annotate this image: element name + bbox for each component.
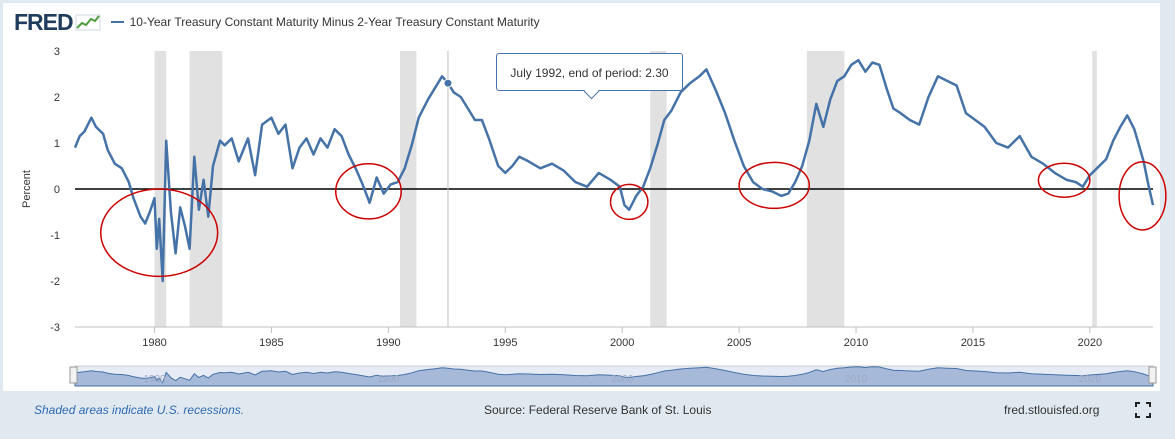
x-tick-label: 1980 — [142, 337, 166, 349]
hover-marker — [443, 78, 453, 88]
tooltip-label: July 1992, end of period: — [510, 66, 642, 80]
annotation-circle-2 — [609, 183, 649, 221]
x-tick-label: 1985 — [259, 337, 283, 349]
navigator-handle-left[interactable] — [69, 366, 78, 384]
annotation-circle-5 — [1118, 161, 1167, 231]
y-tick-label: 3 — [54, 46, 60, 58]
x-tick-label: 2015 — [961, 337, 985, 349]
chart-header: FRED 10-Year Treasury Constant Maturity … — [14, 8, 540, 36]
x-axis-ticks: 1980 1985 1990 1995 2000 2005 2010 2015 2020 — [142, 327, 1102, 349]
x-tick-label: 2010 — [844, 337, 868, 349]
tooltip-value: 2.30 — [645, 66, 669, 80]
x-tick-label: 2005 — [727, 337, 751, 349]
line-graph-icon — [75, 14, 101, 31]
x-tick-label: 1995 — [493, 337, 517, 349]
series-line[interactable] — [73, 58, 1155, 283]
y-axis-ticks: 3 2 1 0 -1 -2 -3 — [50, 46, 60, 334]
navigator-tick-label: 1980 — [143, 374, 166, 385]
legend-label: 10-Year Treasury Constant Maturity Minus… — [129, 15, 540, 29]
annotation-circle-1 — [334, 162, 402, 220]
navigator-area — [74, 366, 1154, 387]
site-link[interactable]: fred.stlouisfed.org — [1004, 403, 1100, 417]
legend-line-swatch — [110, 21, 124, 23]
y-tick-label: -2 — [50, 276, 60, 288]
fred-logo[interactable]: FRED — [14, 8, 74, 35]
y-tick-label: 1 — [54, 138, 60, 150]
navigator-tick-label: 2010 — [845, 374, 868, 385]
annotation-circle-3 — [738, 161, 811, 210]
y-tick-label: -3 — [50, 322, 60, 334]
x-tick-label: 2000 — [610, 337, 634, 349]
source-credit: Source: Federal Reserve Bank of St. Loui… — [484, 403, 712, 417]
annotation-circles — [99, 161, 1167, 278]
x-tick-label: 2020 — [1078, 337, 1102, 349]
tooltip: July 1992, end of period: 2.30 — [496, 53, 683, 91]
y-tick-label: 2 — [54, 92, 60, 104]
y-tick-label: 0 — [54, 184, 60, 196]
annotation-circle-4 — [1037, 162, 1091, 199]
annotation-circle-0 — [99, 188, 219, 278]
legend-item[interactable]: 10-Year Treasury Constant Maturity Minus… — [110, 15, 540, 29]
navigator-labels: 1980 1990 2000 2010 2020 — [143, 374, 1101, 385]
recession-note: Shaded areas indicate U.S. recessions. — [34, 403, 245, 417]
navigator[interactable]: 1980 1990 2000 2010 2020 — [69, 365, 1157, 387]
y-tick-label: -1 — [50, 230, 60, 242]
navigator-handle-right[interactable] — [1148, 366, 1157, 384]
y-axis-label: Percent — [21, 170, 33, 208]
x-tick-label: 1990 — [376, 337, 400, 349]
navigator-tick-label: 1990 — [377, 374, 400, 385]
navigator-tick-label: 2000 — [611, 374, 634, 385]
navigator-tick-label: 2020 — [1079, 374, 1102, 385]
fullscreen-icon[interactable] — [1135, 402, 1151, 418]
